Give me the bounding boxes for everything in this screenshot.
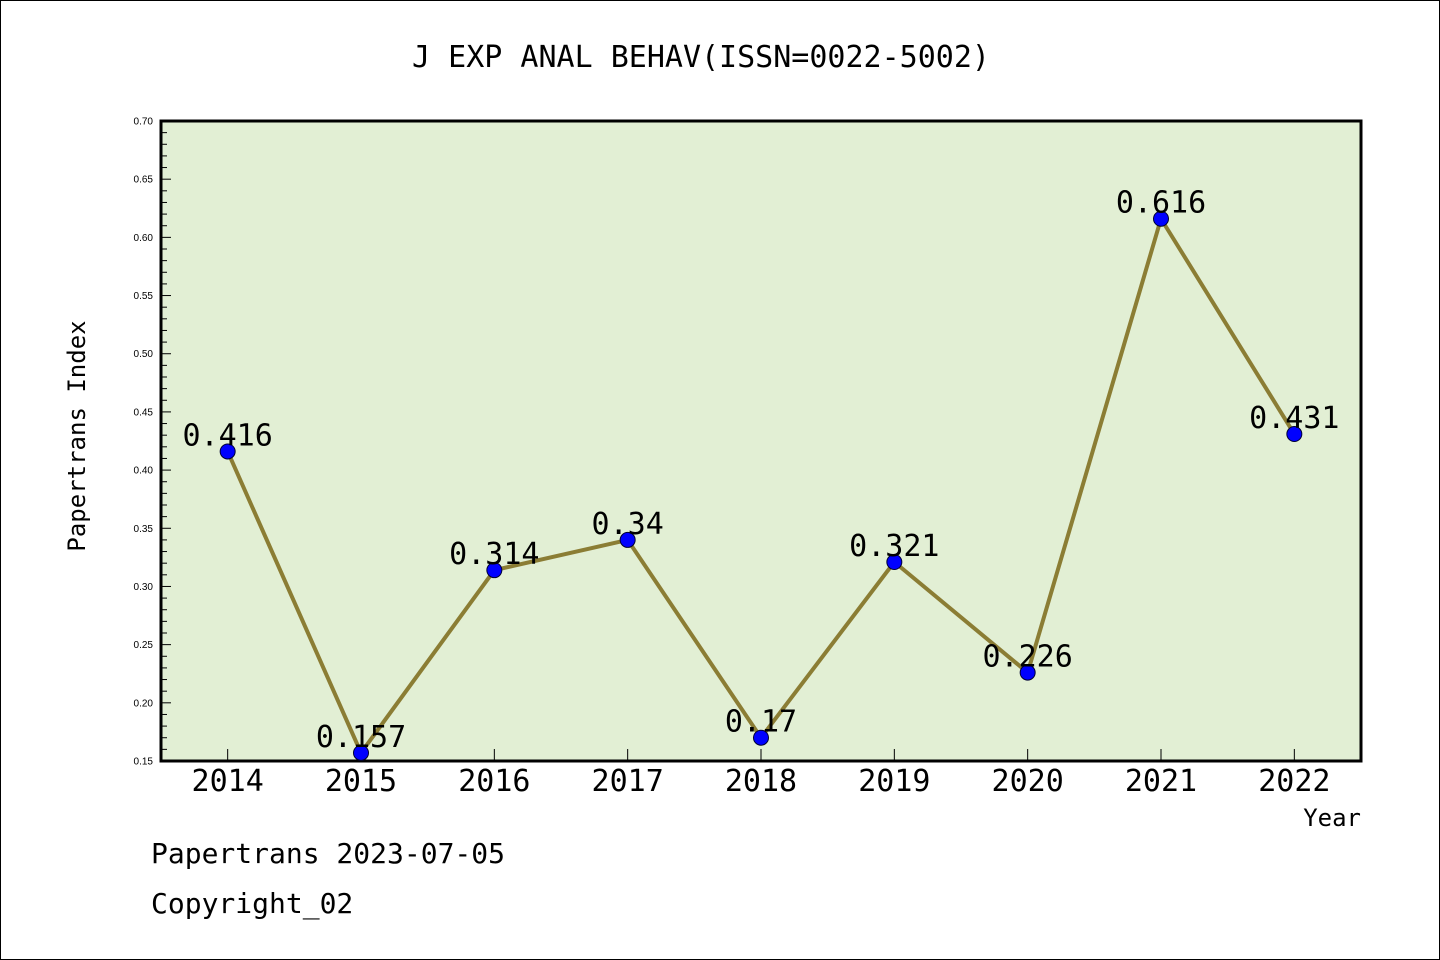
data-label: 0.157 xyxy=(316,720,406,755)
y-axis-label: Papertrans Index xyxy=(63,320,91,551)
data-point xyxy=(619,531,636,548)
data-point xyxy=(219,443,236,460)
y-tick-label: 0.70 xyxy=(134,117,154,128)
y-tick-label: 0.65 xyxy=(134,175,154,186)
x-tick-label: 2016 xyxy=(458,764,530,799)
data-point xyxy=(753,729,769,746)
data-point xyxy=(486,562,503,579)
x-tick-label: 2019 xyxy=(858,764,930,799)
x-tick-label: 2020 xyxy=(992,764,1064,799)
x-axis-label: Year xyxy=(1303,804,1361,832)
y-tick-label: 0.20 xyxy=(134,698,154,709)
y-tick-label: 0.55 xyxy=(134,291,154,302)
data-label: 0.321 xyxy=(849,529,939,564)
footer-copyright: Copyright_02 xyxy=(151,887,354,920)
data-label: 0.17 xyxy=(725,705,797,740)
data-point xyxy=(1286,426,1303,443)
x-tick-label: 2022 xyxy=(1258,764,1330,799)
data-label: 0.431 xyxy=(1249,401,1339,436)
data-label: 0.416 xyxy=(183,418,273,453)
chart-title: J EXP ANAL BEHAV(ISSN=0022-5002) xyxy=(412,40,990,75)
x-tick-label: 2015 xyxy=(325,764,397,799)
plot-area xyxy=(161,121,1361,761)
data-label: 0.34 xyxy=(592,507,664,542)
data-point xyxy=(1019,664,1036,681)
y-tick-label: 0.35 xyxy=(134,524,154,535)
y-tick-label: 0.45 xyxy=(134,407,154,418)
data-point xyxy=(886,554,903,571)
x-tick-label: 2021 xyxy=(1125,764,1197,799)
x-tick-label: 2018 xyxy=(725,764,797,799)
data-label: 0.616 xyxy=(1116,186,1206,221)
y-tick-label: 0.60 xyxy=(134,233,154,244)
y-tick-label: 0.50 xyxy=(134,349,154,360)
y-tick-label: 0.15 xyxy=(134,757,154,768)
x-tick-label: 2017 xyxy=(592,764,664,799)
footer-stamp: Papertrans 2023-07-05 xyxy=(151,837,506,870)
data-point xyxy=(1153,210,1169,227)
data-point xyxy=(353,744,369,761)
plot-border xyxy=(159,119,1363,763)
data-label: 0.314 xyxy=(449,537,539,572)
data-label: 0.226 xyxy=(983,640,1073,675)
y-tick-label: 0.40 xyxy=(134,466,154,477)
y-tick-label: 0.25 xyxy=(134,640,154,651)
x-tick-label: 2014 xyxy=(192,764,264,799)
y-tick-label: 0.30 xyxy=(134,582,154,593)
